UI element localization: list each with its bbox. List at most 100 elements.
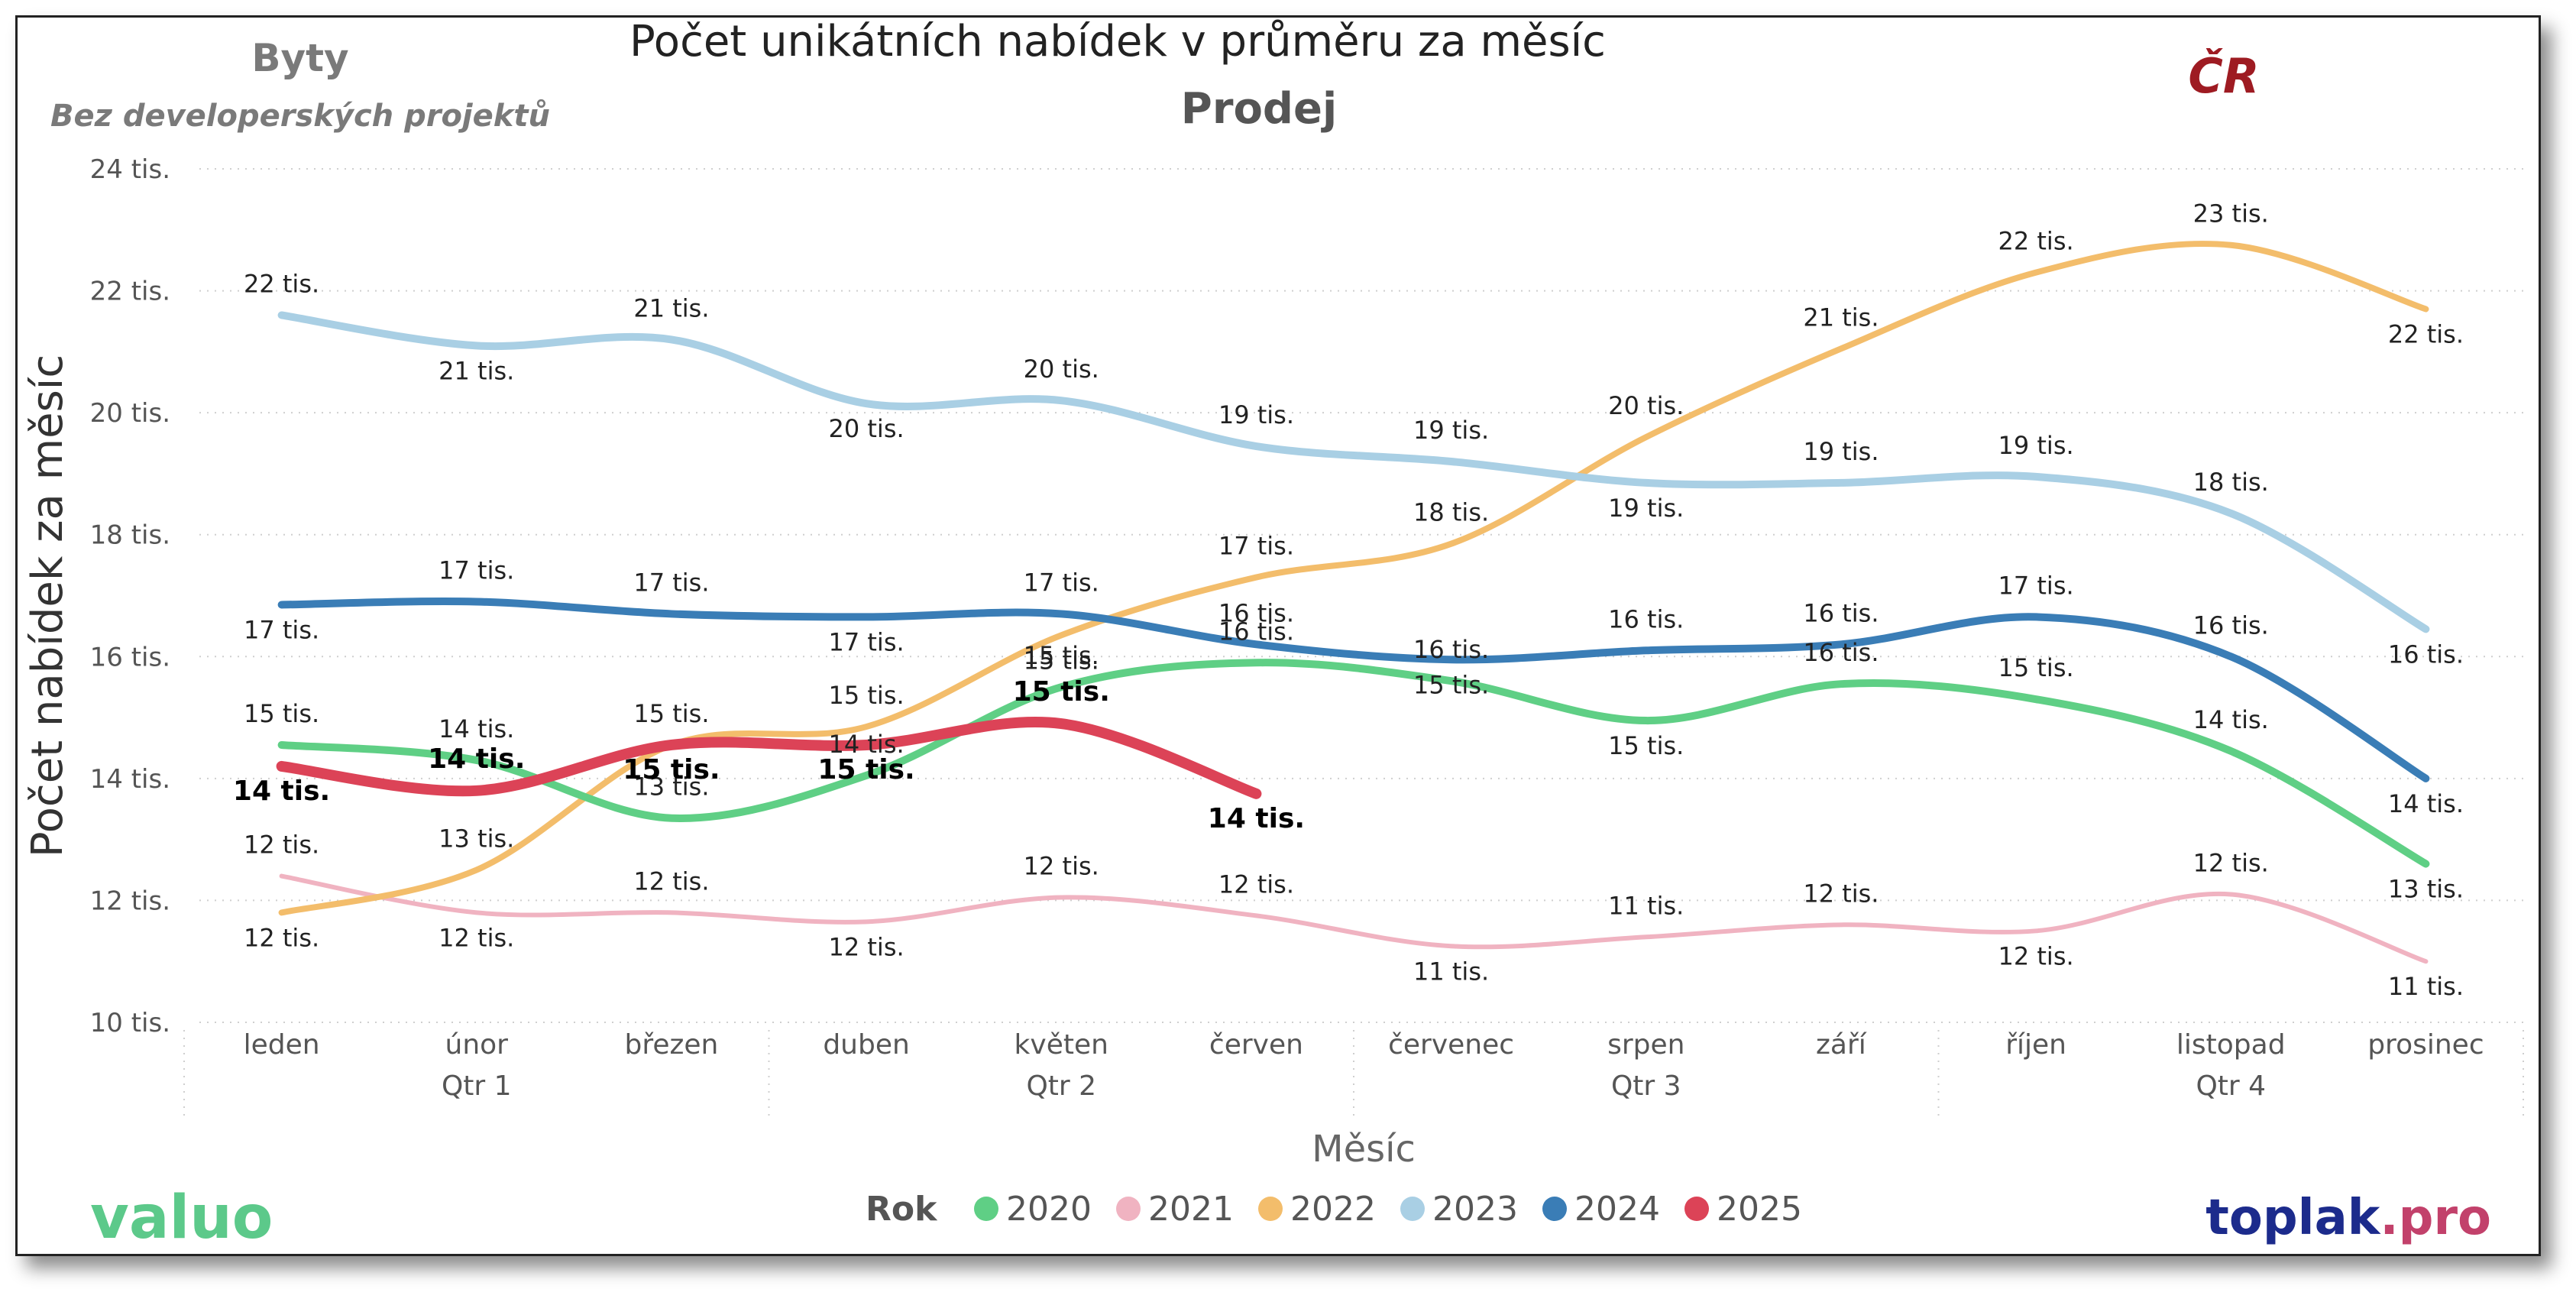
data-label-2020: 14 tis. xyxy=(439,714,514,743)
data-label-2025: 14 tis. xyxy=(233,776,330,807)
data-label-2020: 16 tis. xyxy=(1413,635,1489,664)
legend-marker-2024 xyxy=(1542,1197,1567,1221)
data-label-2023: 20 tis. xyxy=(828,414,904,443)
y-tick-label: 18 tis. xyxy=(90,520,170,551)
series-line-2023 xyxy=(277,311,2430,633)
quarter-label: Qtr 3 xyxy=(1611,1070,1681,1102)
data-label-2024: 17 tis. xyxy=(244,615,319,644)
legend-marker-2022 xyxy=(1258,1197,1283,1221)
x-tick-label: duben xyxy=(823,1029,909,1061)
series-lines xyxy=(276,241,2430,964)
data-label-2023: 19 tis. xyxy=(1608,494,1684,523)
data-label-2023: 16 tis. xyxy=(2388,640,2464,669)
data-label-2020: 15 tis. xyxy=(1608,731,1684,760)
data-label-2025: 14 tis. xyxy=(428,743,525,775)
data-label-2025: 15 tis. xyxy=(623,754,720,785)
x-tick-label: listopad xyxy=(2176,1029,2286,1061)
data-label-2025: 14 tis. xyxy=(1208,803,1305,834)
legend-label-2021: 2021 xyxy=(1148,1190,1234,1229)
x-tick-label: květen xyxy=(1015,1029,1108,1061)
x-axis-title: Měsíc xyxy=(1312,1128,1416,1171)
legend-label-2022: 2022 xyxy=(1290,1190,1376,1229)
toplak-logo-suffix: .pro xyxy=(2380,1190,2491,1246)
quarter-label: Qtr 2 xyxy=(1026,1070,1096,1102)
y-tick-label: 10 tis. xyxy=(90,1008,170,1038)
quarter-dividers xyxy=(183,1030,2524,1118)
data-label-2020: 15 tis. xyxy=(1998,653,2073,682)
data-label-2024: 17 tis. xyxy=(1024,568,1099,597)
data-label-2022: 22 tis. xyxy=(1998,227,2073,256)
series-line-2024 xyxy=(277,598,2430,782)
data-label-2024: 17 tis. xyxy=(633,568,709,597)
y-tick-label: 20 tis. xyxy=(90,398,170,429)
chart-subtitle: Prodej xyxy=(1181,84,1337,134)
data-label-2022: 12 tis. xyxy=(244,923,319,952)
data-label-2023: 22 tis. xyxy=(244,269,319,298)
data-label-2023: 19 tis. xyxy=(1413,416,1489,445)
data-label-2023: 19 tis. xyxy=(1218,400,1294,429)
data-label-2023: 21 tis. xyxy=(633,293,709,322)
x-tick-label: červen xyxy=(1209,1029,1303,1061)
data-label-2022: 15 tis. xyxy=(828,681,904,710)
data-label-2022: 13 tis. xyxy=(439,824,514,853)
legend-marker-2020 xyxy=(974,1197,998,1221)
quarter-label: Qtr 4 xyxy=(2196,1070,2266,1102)
y-tick-label: 22 tis. xyxy=(90,277,170,307)
data-label-2023: 19 tis. xyxy=(1803,437,1879,466)
data-label-2022: 17 tis. xyxy=(1218,532,1294,561)
valuo-logo: valuo xyxy=(90,1184,273,1252)
legend-label-2020: 2020 xyxy=(1006,1190,1092,1229)
region-label: ČR xyxy=(2188,48,2259,104)
data-label-2021: 12 tis. xyxy=(1024,851,1099,880)
x-tick-label: červenec xyxy=(1388,1029,1514,1061)
y-tick-label: 24 tis. xyxy=(90,154,170,185)
quarter-label: Qtr 1 xyxy=(442,1070,512,1102)
data-label-2024: 16 tis. xyxy=(1608,604,1684,633)
data-label-2023: 20 tis. xyxy=(1024,355,1099,384)
legend-label-2025: 2025 xyxy=(1717,1190,1802,1229)
data-label-2020: 15 tis. xyxy=(244,699,319,728)
legend-marker-2025 xyxy=(1684,1197,1709,1221)
category-label: Byty xyxy=(251,36,348,80)
data-label-2020: 16 tis. xyxy=(1218,617,1294,646)
data-label-2021: 11 tis. xyxy=(2388,972,2464,1001)
data-label-2024: 16 tis. xyxy=(1803,598,1879,627)
data-label-2022: 15 tis. xyxy=(1024,646,1099,675)
series-line-2022 xyxy=(278,241,2429,916)
data-label-2024: 17 tis. xyxy=(828,627,904,656)
data-label-2022: 18 tis. xyxy=(1413,498,1489,527)
data-label-2021: 12 tis. xyxy=(439,923,514,952)
gridlines xyxy=(199,168,2523,1023)
x-axis-ticks: leden únor březen duben květen červen červenec… xyxy=(244,1029,2484,1061)
quarter-labels: Qtr 1 Qtr 2 Qtr 3 Qtr 4 xyxy=(442,1070,2266,1102)
y-axis-title: Počet nabídek za měsíc xyxy=(23,355,73,857)
line-chart: 10 tis. 12 tis. 14 tis. 16 tis. 18 tis. 20 ti… xyxy=(23,18,2524,1252)
data-label-2022: 21 tis. xyxy=(1803,303,1879,332)
data-label-2023: 18 tis. xyxy=(2193,468,2269,497)
x-tick-label: prosinec xyxy=(2367,1029,2484,1061)
data-label-2024: 16 tis. xyxy=(1218,598,1294,627)
x-tick-label: leden xyxy=(244,1029,320,1061)
legend-label-2024: 2024 xyxy=(1574,1190,1660,1229)
x-tick-label: říjen xyxy=(2005,1029,2066,1061)
legend-marker-2023 xyxy=(1400,1197,1425,1221)
chart-title: Počet unikátních nabídek v průměru za mě… xyxy=(629,18,1606,66)
y-tick-label: 14 tis. xyxy=(90,764,170,795)
data-label-2024: 17 tis. xyxy=(439,555,514,585)
data-label-2024: 15 tis. xyxy=(1413,670,1489,699)
legend-marker-2021 xyxy=(1116,1197,1141,1221)
series-line-2021 xyxy=(279,873,2429,964)
data-label-2020: 13 tis. xyxy=(633,772,709,802)
x-tick-label: září xyxy=(1816,1029,1867,1061)
data-labels: 15 tis. 14 tis. 13 tis. 14 tis. 15 tis. 16 ti… xyxy=(233,199,2464,1001)
legend: Rok 2020 2021 2022 2023 2024 2025 xyxy=(866,1190,1802,1229)
data-label-2021: 12 tis. xyxy=(1803,879,1879,908)
legend-title: Rok xyxy=(866,1190,938,1229)
y-tick-label: 12 tis. xyxy=(90,886,170,916)
x-tick-label: srpen xyxy=(1607,1029,1684,1061)
chart-frame: 10 tis. 12 tis. 14 tis. 16 tis. 18 tis. 20 ti… xyxy=(15,15,2541,1256)
data-label-2020: 14 tis. xyxy=(2193,705,2269,734)
toplak-logo-main: toplak xyxy=(2205,1190,2381,1246)
data-label-2022: 20 tis. xyxy=(1608,391,1684,420)
data-label-2024: 17 tis. xyxy=(1998,571,2073,600)
